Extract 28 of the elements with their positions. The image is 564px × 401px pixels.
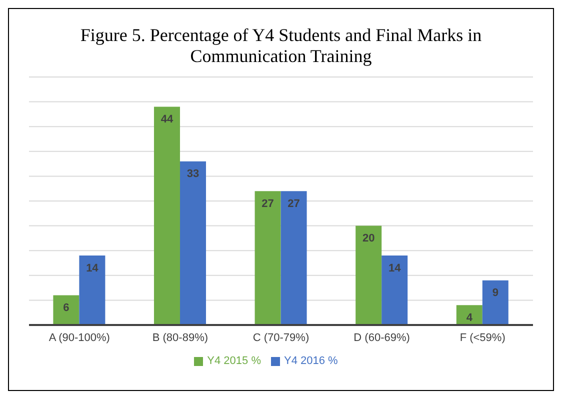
bar	[356, 226, 382, 325]
data-label: 27	[262, 198, 274, 210]
bar	[154, 106, 180, 325]
data-label: 9	[492, 287, 498, 300]
x-tick-label: F (<59%)	[460, 332, 506, 344]
x-tick-label: A (90-100%)	[48, 332, 110, 344]
legend-label: Y4 2016 %	[284, 355, 338, 367]
bar	[180, 161, 206, 325]
bar	[53, 295, 80, 325]
data-label: 4	[466, 312, 474, 324]
bar	[482, 280, 508, 325]
bar	[79, 256, 106, 325]
bar	[254, 191, 281, 325]
data-label: 33	[186, 168, 200, 180]
chart-title: Figure 5. Percentage of Y4 Students and Final Marks in Communication Training	[79, 24, 483, 67]
x-tick-label: C (70-79%)	[252, 332, 310, 344]
data-label: 6	[63, 302, 70, 314]
data-label: 14	[86, 262, 100, 274]
x-tick-label: B (80-89%)	[152, 332, 208, 344]
bar	[382, 256, 408, 325]
data-label: 27	[288, 198, 300, 210]
legend-label: Y4 2015 %	[207, 355, 261, 367]
data-label: 20	[362, 232, 375, 245]
data-label: 14	[388, 262, 402, 274]
bar	[280, 191, 307, 325]
data-label: 44	[160, 114, 174, 126]
x-tick-label: D (60-69%)	[354, 332, 410, 344]
bar	[456, 305, 482, 325]
